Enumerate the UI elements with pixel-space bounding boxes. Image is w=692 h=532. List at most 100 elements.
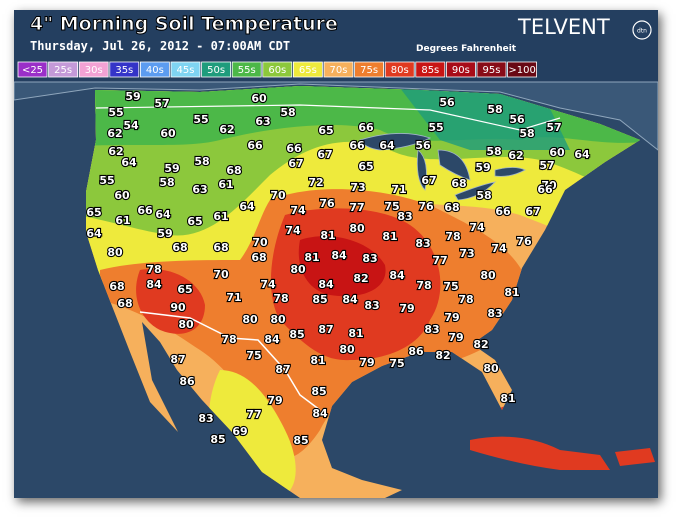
station-value: 67 [317,148,332,161]
station-value: 83 [415,237,430,250]
station-value: 65 [177,283,192,296]
station-value: 84 [389,269,405,282]
zone [298,236,386,297]
station-value: 69 [232,425,247,438]
station-value: 72 [308,176,323,189]
station-value: 58 [519,127,534,140]
station-value: 79 [448,331,463,344]
station-value: 78 [416,279,431,292]
station-value: 68 [226,164,241,177]
legend-swatch [292,61,323,78]
station-value: 57 [539,159,554,172]
lake [494,167,526,177]
legend-swatch [17,61,48,78]
station-value: 84 [146,278,162,291]
lake [416,149,427,191]
station-value: 78 [458,293,473,306]
map-frame: 59 57 60 56 55 58 58 56 55 57 54 55 63 65 66 62 60 62 58 66… [14,10,658,498]
station-value: 82 [473,338,488,351]
station-value: 82 [435,349,450,362]
legend-label: 30s [85,65,103,76]
station-value: 68 [451,177,466,190]
station-value: 85 [312,293,327,306]
station-value: 90 [170,301,186,314]
station-value: 79 [267,394,282,407]
station-value: 84 [318,278,334,291]
legend-label: 80s [391,65,409,76]
station-value: 82 [353,272,368,285]
station-value: 79 [444,311,459,324]
station-value: 58 [194,155,209,168]
station-value: 58 [486,145,501,158]
units: Degrees Fahrenheit [416,44,517,54]
legend-swatch [139,61,170,78]
station-value: 66 [537,183,553,196]
legend-swatch [231,61,262,78]
station-value: 64 [574,148,590,161]
legend-swatch [323,61,354,78]
station-value: 65 [318,124,333,137]
station-value: 67 [525,205,540,218]
station-value: 59 [164,162,179,175]
legend-swatch [354,61,385,78]
legend-label: 65s [299,65,317,76]
station-value: 80 [483,362,499,375]
station-value: 87 [318,323,333,336]
station-value: 61 [115,214,130,227]
canada-land [14,81,658,151]
station-value: 55 [428,121,443,134]
legend-label: 75s [360,65,378,76]
station-value: 78 [146,263,161,276]
station-value: 55 [108,106,123,119]
station-value: 63 [192,183,207,196]
station-value: 83 [198,412,213,425]
subtitle: Thursday, Jul 26, 2012 - 07:00AM CDT [30,39,290,53]
legend-label: 55s [238,65,256,76]
station-value: 81 [382,230,397,243]
station-value: 58 [280,106,295,119]
border [139,311,321,411]
station-value: 83 [364,299,379,312]
station-value: 80 [339,343,355,356]
station-value: 73 [459,247,474,260]
legend-swatch [262,61,293,78]
station-value: 76 [516,235,532,248]
station-value: 85 [293,434,308,447]
station-value: 78 [273,292,288,305]
station-value: 81 [348,327,363,340]
station-value: 84 [331,249,347,262]
station-value: 70 [252,236,268,249]
station-value: 62 [107,127,122,140]
brand-badge: dtn [637,28,647,35]
station-value: 80 [480,269,496,282]
station-value: 75 [443,280,458,293]
legend-label: 70s [330,65,348,76]
station-value: 58 [476,189,491,202]
legend-label: 25s [54,65,72,76]
legend-label: 95s [483,65,501,76]
station-value: 74 [290,204,306,217]
station-value: 68 [213,241,228,254]
legend-label: 90s [452,65,470,76]
station-value: 56 [439,96,455,109]
legend: <25 25s 30s 35s 40s 45s 50s 55s 60s 65s 70s 75s 80s 8… [17,61,538,78]
station-value: 63 [255,115,270,128]
station-value: 79 [399,302,414,315]
lake [437,149,471,181]
legend-swatch [415,61,446,78]
station-value: 68 [251,251,266,264]
station-value: 68 [109,280,124,293]
legend-swatch [109,61,140,78]
station-value: 80 [349,222,365,235]
station-value: 75 [384,200,399,213]
station-value: 60 [160,127,176,140]
station-value: 67 [288,157,303,170]
station-value: 70 [541,179,557,192]
brand-badge-ring [632,20,652,40]
station-value: 60 [114,189,130,202]
station-value: 81 [304,251,319,264]
legend-swatch [170,61,201,78]
station-value: 75 [389,357,404,370]
station-value: 87 [275,363,290,376]
great-lakes [359,133,526,201]
